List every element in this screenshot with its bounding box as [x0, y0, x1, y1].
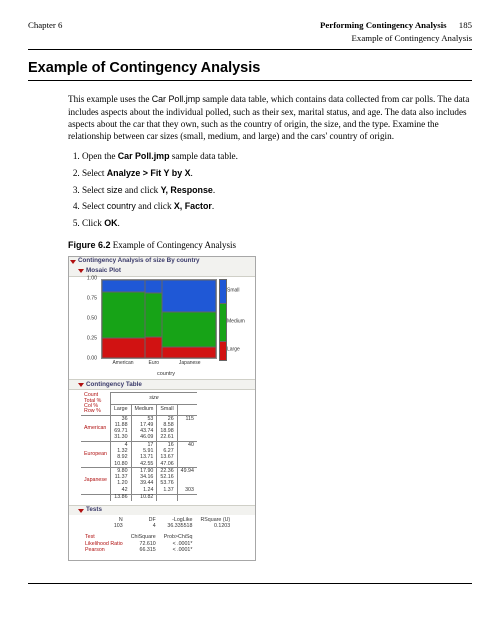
intro-text: This example uses the Car Poll.jmp sampl… [68, 93, 472, 142]
panel-title-table: Contingency Table [69, 380, 255, 389]
step-item: Select country and click X, Factor. [82, 200, 472, 213]
header-subtitle: Example of Contingency Analysis [28, 33, 472, 43]
header-title: Performing Contingency Analysis [320, 20, 447, 30]
panel-title-main-text: Contingency Analysis of size By country [78, 258, 200, 264]
panel-title-main: Contingency Analysis of size By country [69, 257, 255, 266]
disclosure-icon [78, 269, 84, 273]
mosaic-y-axis: 1.000.750.500.250.00 [81, 279, 99, 359]
panel-title-table-text: Contingency Table [86, 382, 142, 388]
contingency-table-wrap: CountTotal %Col %Row %sizeLargeMediumSma… [69, 389, 255, 506]
panel-title-mosaic-text: Mosaic Plot [86, 268, 121, 274]
mosaic-plot: 1.000.750.500.250.00 SmallMediumLarge Am… [69, 276, 255, 381]
contingency-table: CountTotal %Col %Row %sizeLargeMediumSma… [81, 392, 197, 501]
panel-title-tests-text: Tests [86, 507, 102, 513]
header-pagenum: 185 [459, 20, 472, 30]
tests-wrap: NDF-LogLikeRSquare (U)103436.3355180.120… [69, 515, 255, 559]
section-heading: Example of Contingency Analysis [28, 60, 472, 76]
tests-table: NDF-LogLikeRSquare (U)103436.3355180.120… [81, 517, 234, 553]
header-rule [28, 49, 472, 50]
figure-caption: Figure 6.2 Example of Contingency Analys… [68, 240, 472, 250]
disclosure-icon [78, 383, 84, 387]
mosaic-area [101, 279, 217, 359]
step-item: Click OK. [82, 217, 472, 230]
intro-paragraph: This example uses the Car Poll.jmp sampl… [68, 93, 472, 142]
step-item: Select Analyze > Fit Y by X. [82, 167, 472, 180]
header-chapter: Chapter 6 [28, 20, 62, 30]
figure-label: Figure 6.2 [68, 240, 111, 250]
disclosure-icon [70, 260, 76, 264]
panel-title-mosaic: Mosaic Plot [69, 266, 255, 275]
page: Chapter 6 Performing Contingency Analysi… [0, 0, 500, 604]
panel-title-tests: Tests [69, 506, 255, 515]
page-header: Chapter 6 Performing Contingency Analysi… [28, 20, 472, 30]
step-item: Select size and click Y, Response. [82, 184, 472, 197]
intro-a: This example uses the [68, 94, 152, 104]
contingency-figure: Contingency Analysis of size By country … [68, 256, 256, 561]
figure-caption-text: Example of Contingency Analysis [111, 240, 236, 250]
header-right: Performing Contingency Analysis 185 [320, 20, 472, 30]
footer-rule [28, 583, 472, 584]
disclosure-icon [78, 509, 84, 513]
mosaic-x-labels: AmericanEuroJapanese [101, 361, 217, 371]
steps-list: Open the Car Poll.jmp sample data table.… [68, 150, 472, 230]
step-item: Open the Car Poll.jmp sample data table. [82, 150, 472, 163]
mosaic-legend: SmallMediumLarge [219, 279, 239, 359]
intro-file: Car Poll.jmp [152, 94, 200, 104]
mosaic-x-title: country [81, 372, 251, 378]
section-rule [28, 80, 472, 81]
